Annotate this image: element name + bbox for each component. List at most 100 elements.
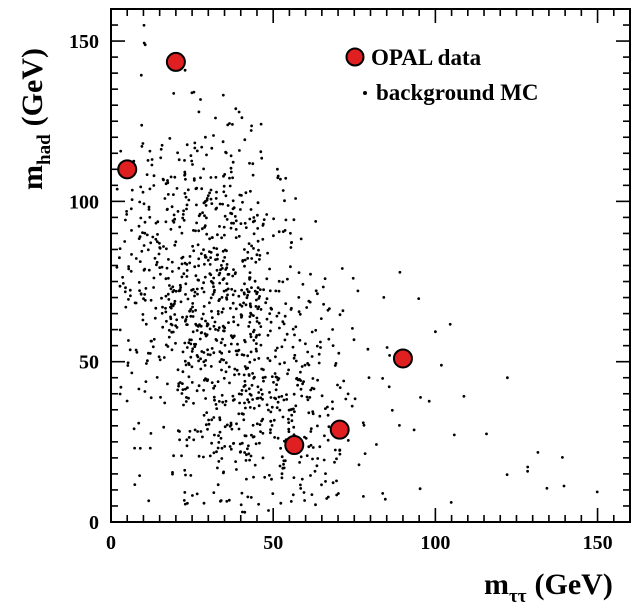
mc-point — [268, 359, 272, 363]
mc-point — [223, 248, 227, 252]
mc-point — [187, 363, 191, 366]
mc-point — [243, 340, 247, 344]
mc-point — [212, 285, 215, 289]
mc-point — [118, 392, 122, 396]
mc-point — [164, 220, 168, 224]
mc-point — [165, 319, 168, 323]
mc-point — [193, 342, 196, 346]
mc-point — [199, 176, 202, 180]
mc-point — [305, 454, 309, 457]
legend-data-label: OPAL data — [371, 45, 482, 70]
mc-point — [324, 407, 327, 410]
mc-point — [115, 187, 119, 191]
mc-point — [313, 469, 317, 473]
mc-point — [176, 151, 180, 155]
mc-point — [148, 187, 152, 191]
mc-point — [331, 481, 335, 485]
mc-point — [381, 492, 385, 495]
mc-point — [278, 362, 282, 366]
mc-point — [192, 249, 196, 253]
mc-point — [187, 396, 190, 400]
mc-point — [238, 442, 242, 446]
mc-point — [173, 299, 177, 303]
mc-point — [305, 306, 309, 309]
mc-point — [561, 456, 564, 459]
mc-point — [202, 351, 206, 354]
mc-point — [273, 372, 277, 375]
mc-point — [234, 236, 238, 240]
mc-point — [235, 468, 238, 471]
mc-point — [202, 501, 206, 505]
mc-point — [274, 355, 277, 359]
mc-point — [253, 358, 256, 362]
x-tick-label: 150 — [583, 532, 613, 554]
mc-point — [234, 307, 238, 311]
mc-point — [144, 380, 148, 383]
mc-point — [182, 218, 186, 222]
mc-point — [252, 232, 256, 236]
mc-point — [177, 158, 181, 162]
mc-point — [180, 275, 184, 279]
mc-point — [338, 386, 342, 389]
mc-point — [196, 430, 200, 433]
mc-point — [178, 283, 182, 287]
mc-point — [170, 303, 174, 307]
mc-point — [268, 267, 271, 271]
mc-point — [166, 193, 170, 196]
mc-point — [202, 290, 206, 294]
mc-point — [229, 306, 232, 310]
mc-point — [223, 445, 227, 448]
mc-point — [290, 419, 294, 423]
mc-point — [273, 436, 276, 439]
mc-point — [158, 241, 161, 245]
mc-point — [317, 352, 321, 356]
mc-point — [209, 176, 213, 179]
mc-point — [324, 472, 327, 475]
mc-point — [285, 332, 289, 336]
mc-point — [217, 326, 221, 329]
mc-point — [193, 428, 197, 432]
mc-point — [212, 351, 216, 355]
mc-point — [173, 302, 176, 306]
mc-point — [241, 200, 244, 204]
mc-point — [127, 267, 131, 271]
mc-point — [143, 298, 147, 302]
mc-point — [203, 275, 207, 279]
mc-point — [206, 348, 210, 352]
mc-point — [152, 337, 156, 341]
mc-point — [214, 403, 218, 406]
mc-point — [321, 285, 325, 289]
mc-point — [183, 502, 187, 506]
mc-point — [125, 210, 128, 213]
mc-point — [182, 272, 186, 276]
mc-point — [162, 178, 165, 182]
mc-point — [239, 450, 243, 454]
mc-point — [265, 317, 269, 321]
mc-point — [234, 219, 238, 223]
mc-point — [150, 158, 154, 161]
mc-point — [208, 353, 212, 357]
mc-point — [126, 364, 130, 367]
mc-point — [215, 247, 219, 251]
mc-point — [181, 216, 185, 220]
mc-point — [253, 279, 257, 283]
mc-point — [283, 361, 286, 365]
mc-point — [323, 277, 327, 280]
mc-point — [196, 355, 200, 359]
mc-point — [220, 296, 224, 299]
mc-point — [281, 230, 285, 234]
mc-point — [272, 234, 275, 238]
mc-point — [223, 343, 227, 347]
mc-point — [149, 432, 153, 435]
mc-point — [147, 205, 151, 209]
mc-point — [239, 503, 243, 507]
mc-point — [259, 150, 263, 154]
mc-point — [276, 176, 280, 180]
mc-point — [209, 280, 213, 283]
mc-point — [287, 368, 290, 372]
mc-point — [214, 338, 218, 341]
mc-point — [199, 430, 203, 433]
mc-point — [187, 341, 191, 344]
mc-point — [279, 177, 282, 181]
mc-point — [230, 427, 234, 431]
